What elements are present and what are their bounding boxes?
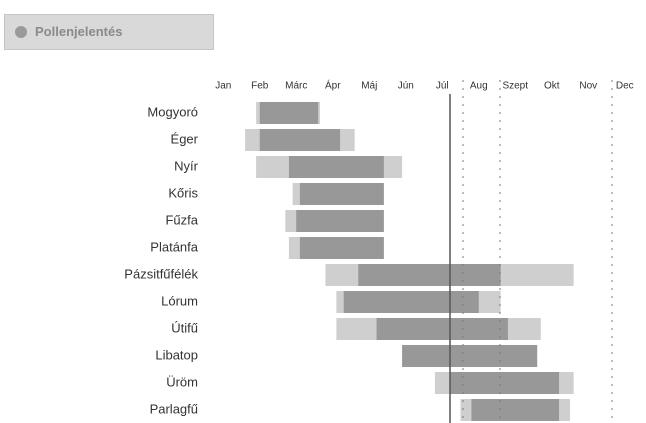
peak-bar: [449, 372, 560, 394]
peak-bar: [259, 102, 319, 124]
x-tick-label: Jún: [398, 81, 414, 92]
x-tick-label: Aug: [470, 81, 488, 92]
row-label: Parlagfű: [150, 401, 198, 416]
header: Pollenjelentés: [4, 14, 214, 50]
row-label: Platánfa: [150, 239, 198, 254]
peak-bar: [259, 129, 341, 151]
header-title: Pollenjelentés: [35, 24, 123, 39]
icon: [15, 26, 27, 38]
row-label: Útifű: [171, 320, 198, 335]
x-tick-label: Feb: [251, 81, 269, 92]
x-tick-label: Júl: [436, 81, 449, 92]
row-label: Kőris: [168, 185, 198, 200]
x-tick-label: Ápr: [325, 79, 341, 92]
peak-bar: [299, 237, 384, 259]
row-label: Éger: [171, 131, 199, 146]
x-tick-label: Dec: [616, 81, 634, 92]
peak-bar: [358, 264, 501, 286]
x-tick-label: Szept: [502, 81, 528, 92]
peak-bar: [343, 291, 479, 313]
row-label: Libatop: [155, 347, 198, 362]
row-label: Üröm: [166, 374, 198, 389]
peak-bar: [296, 210, 384, 232]
peak-bar: [299, 183, 384, 205]
x-tick-label: Márc: [285, 81, 307, 92]
peak-bar: [471, 399, 560, 421]
peak-bar: [376, 318, 508, 340]
x-tick-label: Jan: [215, 81, 231, 92]
row-label: Nyír: [174, 158, 199, 173]
x-tick-label: Máj: [361, 81, 377, 92]
row-label: Pázsitfűfélék: [124, 266, 198, 281]
x-tick-label: Okt: [544, 81, 560, 92]
row-label: Lórum: [161, 293, 198, 308]
peak-bar: [288, 156, 384, 178]
row-label: Mogyoró: [147, 104, 198, 119]
row-label: Fűzfa: [165, 212, 198, 227]
peak-bar: [402, 345, 538, 367]
x-tick-label: Nov: [579, 81, 597, 92]
